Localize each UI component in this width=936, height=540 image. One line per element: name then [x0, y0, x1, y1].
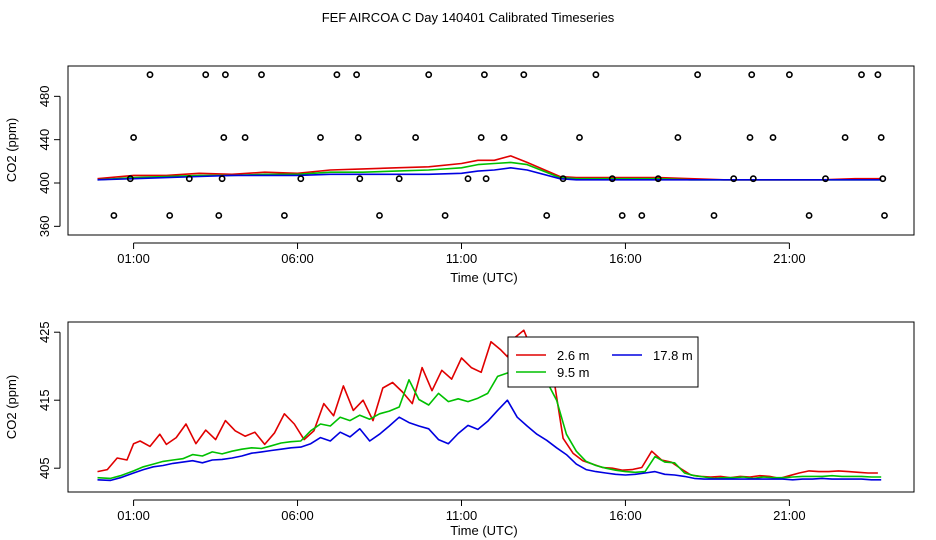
calibration-point [877, 134, 885, 141]
calibration-point [482, 175, 490, 183]
calibration-point [110, 212, 118, 219]
calibration-point [822, 175, 829, 183]
x-tick-label: 01:00 [117, 508, 150, 523]
calibration-point [126, 175, 134, 183]
calibration-point [215, 212, 223, 219]
x-tick-label: 06:00 [281, 508, 314, 523]
y-axis: 360 400 440 480 [37, 85, 61, 237]
series-lines [97, 329, 882, 482]
calibration-point [297, 175, 305, 183]
calibration-point [874, 71, 882, 79]
x-tick-label: 06:00 [281, 251, 314, 266]
calibration-point [146, 71, 154, 79]
calibration-point [441, 212, 449, 219]
calibration-point [674, 134, 682, 141]
calibration-point [748, 71, 756, 79]
y-tick-label: 360 [37, 215, 52, 237]
calibration-point [694, 71, 701, 79]
calibration-point [500, 134, 508, 141]
legend-label-17-8m: 17.8 m [653, 348, 693, 363]
legend-label-9-5m: 9.5 m [557, 365, 590, 380]
calibration-point [480, 71, 488, 79]
calibration-point [592, 71, 600, 79]
y-axis-label: CO2 (ppm) [4, 375, 19, 439]
x-tick-label: 11:00 [446, 508, 478, 523]
calibration-point [879, 175, 887, 183]
calibration-point [412, 134, 419, 141]
calibration-point [576, 134, 583, 141]
calibration-point [218, 175, 226, 183]
y-tick-label: 440 [37, 129, 52, 151]
calibration-point [280, 212, 288, 219]
x-tick-label: 01:00 [117, 251, 150, 266]
x-axis-label: Time (UTC) [450, 270, 517, 285]
y-tick-label: 405 [37, 457, 52, 479]
y-tick-label: 400 [37, 172, 52, 194]
y-axis: 405 415 425 [37, 321, 61, 479]
legend-box [507, 336, 699, 388]
calibration-point [333, 71, 341, 79]
calibration-point [881, 212, 888, 219]
calibration-point [559, 175, 567, 183]
panel-bottom-chart: 01:00 06:00 11:00 16:00 21:00 405 415 425 Time… [4, 321, 915, 538]
calibration-point [618, 212, 626, 219]
figure-title: FEF AIRCOA C Day 140401 Calibrated Times… [322, 10, 615, 25]
x-axis-label: Time (UTC) [450, 523, 517, 538]
legend: 2.6 m 17.8 m 9.5 m [507, 336, 699, 388]
calibration-point [354, 134, 362, 141]
calibration-point [185, 175, 193, 183]
calibration-point [746, 134, 754, 141]
series-line-17-8-m [97, 167, 882, 181]
x-axis: 01:00 06:00 11:00 16:00 21:00 [117, 499, 806, 523]
calibration-point [638, 212, 646, 219]
y-tick-label: 415 [37, 389, 52, 411]
calibration-point [395, 175, 403, 183]
calibration-point [166, 212, 174, 219]
plot-frame [67, 65, 915, 236]
calibration-point [241, 134, 249, 141]
calibration-point [769, 134, 777, 141]
series-line-17-8-m [97, 399, 882, 482]
x-tick-label: 16:00 [609, 508, 642, 523]
calibration-point [749, 175, 757, 183]
calibration-point [477, 134, 485, 141]
calibration-point [221, 71, 229, 79]
x-tick-label: 11:00 [446, 251, 478, 266]
series-lines [97, 155, 882, 181]
calibration-point [258, 71, 265, 79]
calibration-point [730, 175, 738, 183]
calibration-points [110, 71, 888, 219]
y-tick-label: 425 [37, 321, 52, 343]
x-axis: 01:00 06:00 11:00 16:00 21:00 [117, 242, 806, 266]
calibration-point [376, 212, 383, 219]
calibration-point [841, 134, 849, 141]
calibration-point [543, 212, 551, 219]
y-axis-label: CO2 (ppm) [4, 118, 19, 182]
plot-frame [67, 321, 915, 493]
x-tick-label: 21:00 [773, 251, 806, 266]
calibration-point [130, 134, 137, 141]
calibration-point [317, 134, 324, 141]
calibration-point [710, 212, 718, 219]
x-tick-label: 16:00 [609, 251, 642, 266]
x-tick-label: 21:00 [773, 508, 806, 523]
calibration-point [654, 175, 662, 183]
calibration-point [353, 71, 360, 79]
series-line-2-6-m [97, 329, 878, 480]
calibration-point [202, 71, 210, 79]
calibration-point [608, 175, 616, 183]
calibration-point [520, 71, 528, 79]
calibration-point [858, 71, 865, 79]
calibration-point [464, 175, 472, 183]
y-tick-label: 480 [37, 85, 52, 107]
calibration-point [220, 134, 228, 141]
legend-label-2-6m: 2.6 m [557, 348, 590, 363]
calibration-point [786, 71, 793, 79]
calibration-point [805, 212, 813, 219]
panel-top-chart: 01:00 06:00 11:00 16:00 21:00 360 400 440 480 T… [4, 65, 915, 285]
calibration-point [425, 71, 433, 79]
series-line-9-5-m [97, 366, 882, 480]
calibration-point [356, 175, 364, 183]
